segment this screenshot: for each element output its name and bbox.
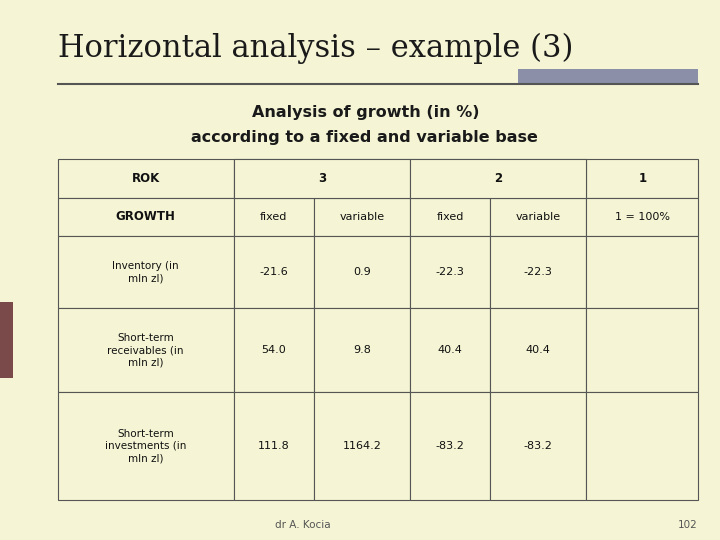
Text: according to a fixed and variable base: according to a fixed and variable base (191, 130, 538, 145)
FancyBboxPatch shape (234, 198, 314, 236)
Text: GROWTH: GROWTH (116, 210, 176, 223)
FancyBboxPatch shape (410, 159, 490, 198)
Text: 40.4: 40.4 (526, 346, 551, 355)
Text: -83.2: -83.2 (436, 441, 464, 451)
Text: -83.2: -83.2 (523, 441, 553, 451)
FancyBboxPatch shape (234, 393, 314, 500)
Text: Horizontal analysis – example (3): Horizontal analysis – example (3) (58, 32, 573, 64)
FancyBboxPatch shape (234, 236, 314, 308)
Text: 2: 2 (494, 172, 503, 185)
FancyBboxPatch shape (490, 393, 586, 500)
FancyBboxPatch shape (518, 69, 698, 84)
Text: -22.3: -22.3 (523, 267, 553, 277)
Text: 1 = 100%: 1 = 100% (615, 212, 670, 221)
Text: Short-term
investments (in
mln zl): Short-term investments (in mln zl) (105, 429, 186, 463)
FancyBboxPatch shape (314, 308, 410, 393)
FancyBboxPatch shape (410, 308, 490, 393)
Text: 0.9: 0.9 (353, 267, 371, 277)
FancyBboxPatch shape (490, 198, 586, 236)
Text: 1164.2: 1164.2 (343, 441, 382, 451)
FancyBboxPatch shape (586, 308, 698, 393)
FancyBboxPatch shape (234, 159, 314, 198)
Text: -21.6: -21.6 (259, 267, 288, 277)
FancyBboxPatch shape (58, 198, 234, 236)
FancyBboxPatch shape (58, 236, 234, 308)
Text: variable: variable (339, 212, 384, 221)
Text: 102: 102 (678, 520, 698, 530)
FancyBboxPatch shape (490, 236, 586, 308)
FancyBboxPatch shape (314, 393, 410, 500)
FancyBboxPatch shape (490, 308, 586, 393)
FancyBboxPatch shape (234, 308, 314, 393)
Text: dr A. Kocia: dr A. Kocia (274, 520, 330, 530)
FancyBboxPatch shape (58, 159, 234, 198)
FancyBboxPatch shape (586, 236, 698, 308)
Text: fixed: fixed (436, 212, 464, 221)
FancyBboxPatch shape (410, 236, 490, 308)
Text: variable: variable (516, 212, 561, 221)
Text: ROK: ROK (132, 172, 160, 185)
Text: 54.0: 54.0 (261, 346, 287, 355)
FancyBboxPatch shape (586, 393, 698, 500)
FancyBboxPatch shape (58, 393, 234, 500)
FancyBboxPatch shape (234, 159, 410, 198)
FancyBboxPatch shape (314, 159, 410, 198)
Text: 3: 3 (318, 172, 326, 185)
Text: fixed: fixed (260, 212, 287, 221)
FancyBboxPatch shape (586, 159, 698, 198)
Text: Inventory (in
mln zl): Inventory (in mln zl) (112, 261, 179, 284)
FancyBboxPatch shape (586, 198, 698, 236)
FancyBboxPatch shape (410, 198, 490, 236)
FancyBboxPatch shape (0, 302, 13, 378)
Text: -22.3: -22.3 (436, 267, 464, 277)
FancyBboxPatch shape (410, 393, 490, 500)
FancyBboxPatch shape (58, 308, 234, 393)
Text: Short-term
receivables (in
mln zl): Short-term receivables (in mln zl) (107, 333, 184, 368)
FancyBboxPatch shape (410, 159, 586, 198)
Text: 111.8: 111.8 (258, 441, 289, 451)
Text: 1: 1 (638, 172, 647, 185)
Text: 9.8: 9.8 (353, 346, 371, 355)
FancyBboxPatch shape (490, 159, 586, 198)
Text: 40.4: 40.4 (438, 346, 462, 355)
Text: Analysis of growth (in %): Analysis of growth (in %) (252, 105, 480, 120)
FancyBboxPatch shape (314, 236, 410, 308)
FancyBboxPatch shape (314, 198, 410, 236)
